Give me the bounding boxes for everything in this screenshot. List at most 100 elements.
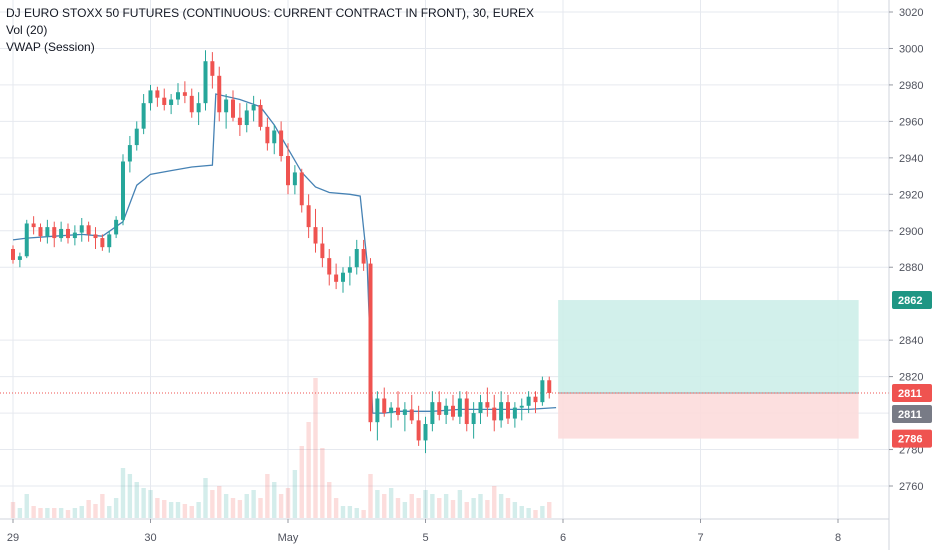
volume-bar <box>223 494 229 518</box>
candle-body <box>11 249 15 260</box>
volume-bar <box>38 508 43 518</box>
price-tick-label: 2840 <box>899 335 923 347</box>
candle-body <box>368 263 373 423</box>
volume-bar <box>182 504 188 518</box>
volume-bar <box>292 470 298 518</box>
candle-body <box>519 405 524 408</box>
candle-body <box>437 402 442 415</box>
entry-price-badge <box>892 405 932 424</box>
candle-body <box>251 104 256 111</box>
candle-body <box>306 205 311 228</box>
candle-body <box>347 267 352 273</box>
stop-loss-zone[interactable] <box>558 393 859 439</box>
volume-bar <box>485 500 490 518</box>
volume-bar <box>65 510 71 518</box>
candle-body <box>478 402 483 414</box>
candle-body <box>258 104 263 127</box>
candle-body <box>533 396 538 403</box>
volume-bar <box>155 498 160 518</box>
time-tick-label: 5 <box>422 532 428 544</box>
candle-body <box>127 145 132 162</box>
candle-body <box>24 223 29 257</box>
time-tick-label: 6 <box>560 532 566 544</box>
candle-body <box>423 424 428 441</box>
volume-bar <box>409 494 414 518</box>
volume-bar <box>86 500 91 518</box>
volume-bar <box>416 498 421 518</box>
volume-bar <box>395 498 401 518</box>
candle-body <box>59 228 64 239</box>
volume-bar <box>210 490 215 518</box>
candle-body <box>492 407 497 421</box>
volume-bar <box>526 508 531 518</box>
last-price-badge-label: 2811 <box>898 388 922 400</box>
volume-bar <box>450 500 456 518</box>
volume-bar <box>24 494 29 518</box>
price-tick-label: 2820 <box>899 372 923 384</box>
candle-body <box>389 407 394 414</box>
volume-bar <box>162 500 167 518</box>
price-tick-label: 2920 <box>899 189 923 201</box>
volume-bar <box>237 500 243 518</box>
candle-body <box>416 420 421 441</box>
volume-bar <box>141 488 146 518</box>
volume-bar <box>217 486 222 518</box>
volume-bar <box>93 504 98 518</box>
volume-bar <box>189 506 194 518</box>
candle-body <box>182 92 187 96</box>
volume-bar <box>72 508 78 518</box>
volume-bar <box>505 498 511 518</box>
candle-body <box>100 238 105 248</box>
time-tick-label: 29 <box>7 532 19 544</box>
volume-bar <box>430 494 435 518</box>
candle-body <box>196 103 201 113</box>
candle-body <box>485 402 490 408</box>
volume-bar <box>299 446 304 518</box>
volume-bar <box>340 506 346 518</box>
candle-body <box>299 172 304 206</box>
candle-body <box>382 398 387 414</box>
volume-bar <box>230 498 236 518</box>
vwap-indicator-label[interactable]: VWAP (Session) <box>6 40 95 54</box>
volume-bar <box>107 506 112 518</box>
volume-bar <box>354 508 359 518</box>
volume-indicator-label[interactable]: Vol (20) <box>6 23 48 37</box>
volume-bar <box>533 510 538 518</box>
price-tick-label: 2900 <box>899 226 923 238</box>
volume-bar <box>471 498 476 518</box>
candle-body <box>402 409 407 415</box>
candle-body <box>409 409 414 421</box>
price-tick-label: 2760 <box>899 481 923 493</box>
volume-bar <box>168 502 174 518</box>
candle-body <box>361 249 366 264</box>
volume-bar <box>251 490 256 518</box>
volume-bar <box>127 474 133 518</box>
profit-target-zone[interactable] <box>558 300 859 394</box>
target-price-badge <box>892 291 932 310</box>
chart-legend: DJ EURO STOXX 50 FUTURES (CONTINUOUS: CU… <box>6 5 534 56</box>
price-tick-label: 2880 <box>899 262 923 274</box>
volume-bar <box>244 494 249 518</box>
candle-body <box>162 97 167 105</box>
candle-body <box>237 117 242 126</box>
volume-bar <box>278 494 284 518</box>
candle-body <box>231 99 235 118</box>
volume-bar <box>547 502 552 518</box>
symbol-title[interactable]: DJ EURO STOXX 50 FUTURES (CONTINUOUS: CU… <box>6 6 535 20</box>
candle-body <box>169 99 174 105</box>
volume-bar <box>368 474 373 518</box>
target-price-badge-label: 2862 <box>898 295 922 307</box>
candle-body <box>141 103 146 129</box>
volume-bar <box>58 508 64 518</box>
candle-body <box>210 61 215 76</box>
candle-body <box>176 92 180 100</box>
last-price-badge <box>892 384 932 403</box>
volume-bar <box>175 502 181 518</box>
price-tick-label: 3000 <box>899 43 923 55</box>
price-tick-label: 3020 <box>899 7 923 19</box>
volume-bar <box>258 498 263 518</box>
volume-bar <box>285 488 291 518</box>
candle-body <box>31 223 36 228</box>
candle-body <box>45 227 50 237</box>
